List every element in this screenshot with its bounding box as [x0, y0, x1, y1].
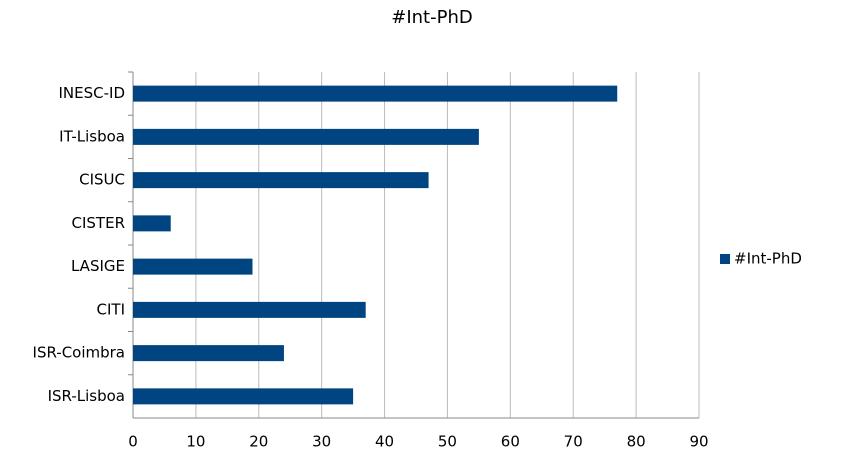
y-tick-label: INESC-ID: [58, 84, 125, 102]
bar: [133, 345, 284, 362]
y-tick-label: CITI: [97, 300, 125, 318]
bar: [133, 172, 429, 189]
bar: [133, 301, 366, 318]
x-tick-label: 90: [689, 433, 708, 451]
bar: [133, 85, 618, 102]
chart-title: #Int-PhD: [391, 7, 472, 28]
x-tick-label: 70: [564, 433, 583, 451]
x-tick-label: 0: [128, 433, 138, 451]
bar: [133, 128, 479, 145]
bar: [133, 215, 171, 232]
y-tick-label: LASIGE: [71, 257, 125, 275]
x-tick-label: 20: [249, 433, 268, 451]
x-tick-label: 80: [627, 433, 646, 451]
bar: [133, 258, 253, 275]
x-tick-label: 50: [438, 433, 457, 451]
x-tick-label: 60: [501, 433, 520, 451]
bar: [133, 388, 354, 405]
y-tick-label: ISR-Lisboa: [48, 387, 125, 405]
x-tick-label: 40: [375, 433, 394, 451]
y-tick-label: IT-Lisboa: [59, 127, 125, 145]
x-tick-label: 30: [312, 433, 331, 451]
y-tick-label: CISTER: [72, 214, 125, 232]
y-tick-label: CISUC: [79, 171, 125, 189]
legend-label: #Int-PhD: [734, 250, 802, 268]
legend-swatch: [720, 254, 730, 264]
x-tick-label: 10: [186, 433, 205, 451]
y-tick-label: ISR-Coimbra: [33, 344, 125, 362]
